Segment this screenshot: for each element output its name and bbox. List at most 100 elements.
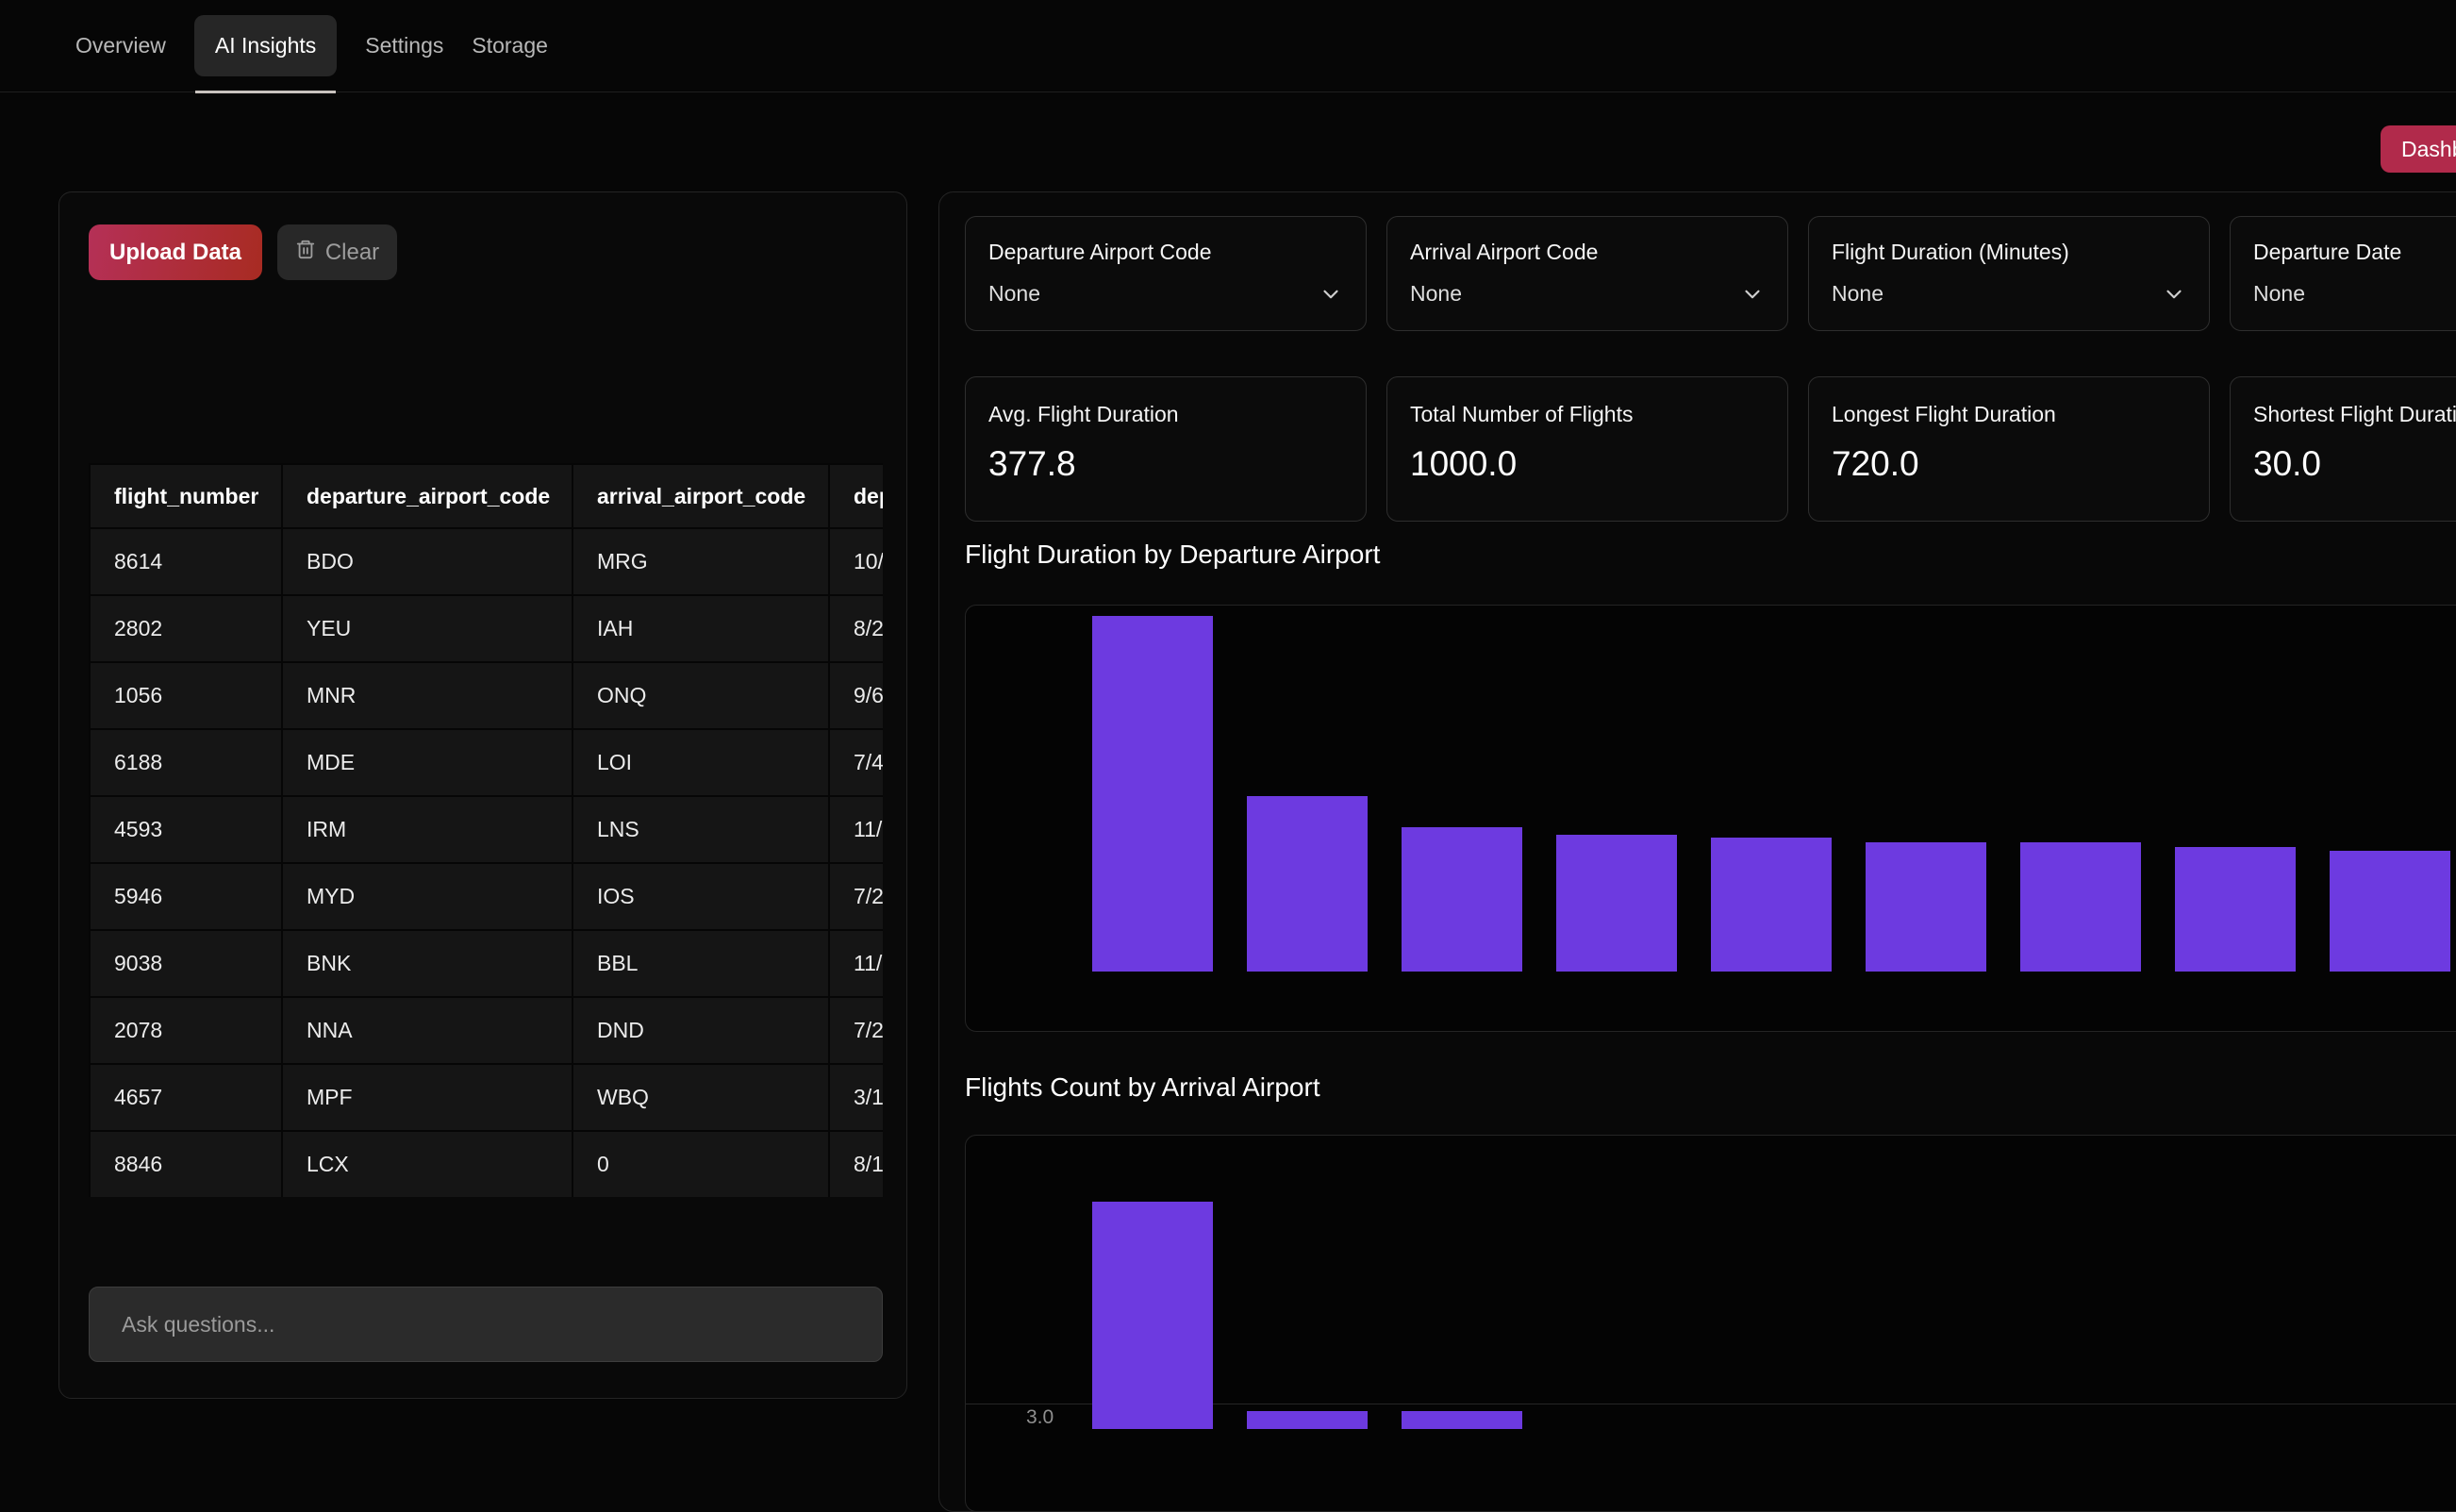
clear-button-label: Clear bbox=[324, 239, 380, 265]
stat-label: Avg. Flight Duration bbox=[988, 402, 1179, 426]
table-cell: 3/1 bbox=[828, 1063, 883, 1132]
chevron-down-icon bbox=[2162, 282, 2186, 307]
table-cell: 8/2 bbox=[828, 594, 883, 663]
bar bbox=[1092, 1202, 1213, 1429]
filter-card-arrival-airport-code: Arrival Airport Code None bbox=[1386, 216, 1788, 331]
filter-select-flight-duration[interactable]: None bbox=[1832, 281, 2186, 307]
table-cell: 0 bbox=[572, 1130, 830, 1197]
table-cell: 9/6 bbox=[828, 661, 883, 730]
table-cell: IOS bbox=[572, 862, 830, 931]
bar bbox=[1247, 1411, 1368, 1429]
table-cell: BBL bbox=[572, 929, 830, 998]
table-cell: 8/1 bbox=[828, 1130, 883, 1197]
table-cell: 1056 bbox=[89, 661, 283, 730]
tab-ai-insights[interactable]: AI Insights bbox=[193, 15, 338, 93]
bar bbox=[1866, 842, 1986, 972]
table-cell: 10/1 bbox=[828, 527, 883, 596]
table-cell: MDE bbox=[281, 728, 573, 797]
filter-label: Departure Airport Code bbox=[988, 240, 1212, 264]
stat-value: 377.8 bbox=[988, 444, 1076, 483]
table-cell: 8846 bbox=[89, 1130, 283, 1197]
table-cell: ONQ bbox=[572, 661, 830, 730]
bar bbox=[1402, 827, 1522, 972]
stat-card-longest-flight-duration: Longest Flight Duration 720.0 bbox=[1808, 376, 2210, 522]
bar bbox=[1402, 1411, 1522, 1429]
duration-chart-bars bbox=[1092, 616, 2450, 972]
column-header-arrival-airport-code: arrival_airport_code bbox=[572, 463, 830, 529]
ask-questions-input[interactable] bbox=[89, 1287, 883, 1362]
filter-value: None bbox=[1410, 281, 1462, 306]
table-cell: 6188 bbox=[89, 728, 283, 797]
stat-value: 720.0 bbox=[1832, 444, 1919, 483]
filter-label: Arrival Airport Code bbox=[1410, 240, 1599, 264]
filter-value: None bbox=[1832, 281, 1883, 306]
column-header-departure-date: departure_date bbox=[828, 463, 883, 529]
table-cell: MYD bbox=[281, 862, 573, 931]
top-nav: Overview AI Insights Settings Storage bbox=[0, 0, 2456, 93]
table-cell: DND bbox=[572, 996, 830, 1065]
chevron-down-icon bbox=[1319, 282, 1343, 307]
table-cell: 8614 bbox=[89, 527, 283, 596]
table-cell: 11/2 bbox=[828, 929, 883, 998]
left-panel-toolbar: Upload Data Clear bbox=[89, 224, 397, 280]
table-row: 4657 MPF WBQ 3/1 bbox=[89, 1063, 883, 1132]
table-cell: 7/2 bbox=[828, 862, 883, 931]
table-cell: 4657 bbox=[89, 1063, 283, 1132]
table-row: 2802 YEU IAH 8/2 bbox=[89, 594, 883, 663]
table-cell: 11/1 bbox=[828, 795, 883, 864]
bar bbox=[2020, 842, 2141, 972]
table-cell: 7/4 bbox=[828, 728, 883, 797]
bar bbox=[1092, 616, 1213, 972]
filter-card-departure-date: Departure Date None bbox=[2230, 216, 2456, 331]
count-chart-bars bbox=[1092, 1202, 1522, 1429]
clear-button[interactable]: Clear bbox=[277, 224, 397, 280]
table-header-row: flight_number departure_airport_code arr… bbox=[89, 463, 883, 529]
table-row: 6188 MDE LOI 7/4 bbox=[89, 728, 883, 797]
stat-card-shortest-flight-duration: Shortest Flight Duration 30.0 bbox=[2230, 376, 2456, 522]
table-cell: WBQ bbox=[572, 1063, 830, 1132]
table-cell: 5946 bbox=[89, 862, 283, 931]
stat-card-total-flights: Total Number of Flights 1000.0 bbox=[1386, 376, 1788, 522]
data-table-scroll-area[interactable]: flight_number departure_airport_code arr… bbox=[89, 463, 883, 1197]
table-cell: MRG bbox=[572, 527, 830, 596]
flights-data-table: flight_number departure_airport_code arr… bbox=[89, 463, 883, 1197]
duration-chart bbox=[965, 605, 2456, 1032]
stat-value: 1000.0 bbox=[1410, 444, 1518, 483]
table-cell: LCX bbox=[281, 1130, 573, 1197]
table-cell: 7/2 bbox=[828, 996, 883, 1065]
tab-settings[interactable]: Settings bbox=[365, 33, 444, 58]
table-cell: IRM bbox=[281, 795, 573, 864]
count-chart: 3.0 bbox=[965, 1135, 2456, 1512]
table-row: 5946 MYD IOS 7/2 bbox=[89, 862, 883, 931]
table-cell: 2802 bbox=[89, 594, 283, 663]
column-header-flight-number: flight_number bbox=[89, 463, 283, 529]
tab-overview[interactable]: Overview bbox=[75, 33, 166, 58]
table-body: 8614BDOMRG10/12802YEUIAH8/21056MNRONQ9/6… bbox=[89, 527, 883, 1197]
filter-select-arrival-airport-code[interactable]: None bbox=[1410, 281, 1765, 307]
dashboard-button[interactable]: Dashb bbox=[2381, 125, 2456, 173]
chevron-down-icon bbox=[1740, 282, 1765, 307]
table-cell: LOI bbox=[572, 728, 830, 797]
table-cell: BDO bbox=[281, 527, 573, 596]
filter-select-departure-airport-code[interactable]: None bbox=[988, 281, 1343, 307]
bar bbox=[2330, 851, 2450, 972]
filter-card-flight-duration: Flight Duration (Minutes) None bbox=[1808, 216, 2210, 331]
table-row: 1056 MNR ONQ 9/6 bbox=[89, 661, 883, 730]
upload-data-button[interactable]: Upload Data bbox=[89, 224, 262, 280]
trash-icon bbox=[295, 239, 316, 266]
table-cell: MPF bbox=[281, 1063, 573, 1132]
stat-row: Avg. Flight Duration 377.8 Total Number … bbox=[965, 376, 2456, 522]
table-cell: BNK bbox=[281, 929, 573, 998]
table-cell: LNS bbox=[572, 795, 830, 864]
bar bbox=[2175, 847, 2296, 972]
table-cell: NNA bbox=[281, 996, 573, 1065]
filter-card-departure-airport-code: Departure Airport Code None bbox=[965, 216, 1367, 331]
count-chart-title: Flights Count by Arrival Airport bbox=[965, 1072, 1320, 1102]
filter-value: None bbox=[2253, 281, 2305, 306]
stat-label: Shortest Flight Duration bbox=[2253, 402, 2456, 426]
filter-select-departure-date[interactable]: None bbox=[2253, 281, 2456, 307]
left-panel: Upload Data Clear flight_number departur… bbox=[58, 191, 907, 1399]
tab-storage[interactable]: Storage bbox=[472, 33, 548, 58]
